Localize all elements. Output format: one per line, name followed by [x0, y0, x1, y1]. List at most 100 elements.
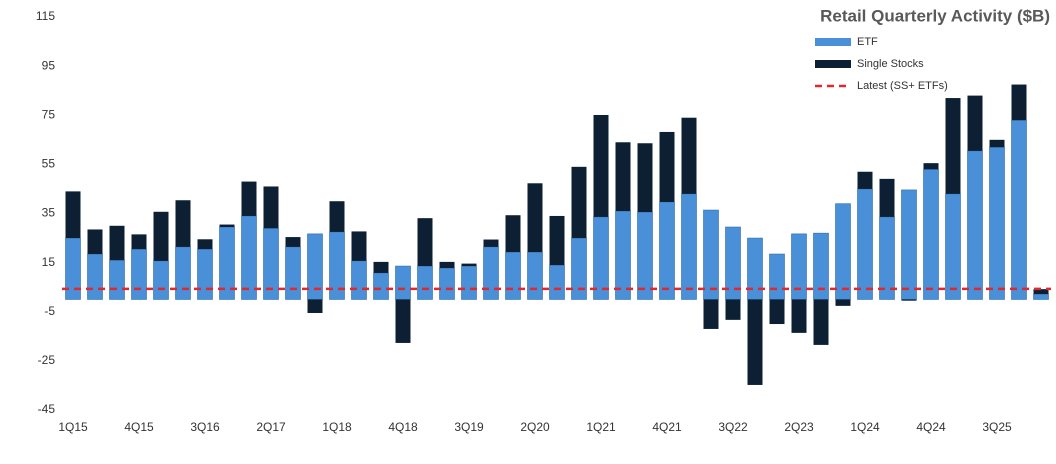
y-tick-label: 55	[42, 157, 56, 171]
bar-segment	[945, 193, 961, 300]
x-tick-label: 4Q15	[124, 420, 154, 434]
legend-swatch	[815, 60, 851, 68]
bar-segment	[879, 178, 895, 217]
bar-segment	[857, 188, 873, 300]
x-tick-label: 2Q23	[784, 420, 814, 434]
bar-segment	[263, 227, 279, 300]
bar-segment	[549, 215, 565, 266]
bar-segment	[703, 209, 719, 300]
bar-segment	[329, 201, 345, 232]
bar-segment	[923, 168, 939, 300]
bar-segment	[219, 224, 235, 228]
legend-label: Single Stocks	[857, 58, 924, 70]
bar-segment	[681, 193, 697, 300]
bar-segment	[989, 139, 1005, 148]
x-tick-label: 4Q18	[388, 420, 418, 434]
bar-segment	[153, 260, 169, 300]
bar-segment	[395, 299, 411, 343]
x-tick-label: 1Q24	[850, 420, 880, 434]
x-tick-label: 4Q24	[916, 420, 946, 434]
x-tick-label: 2Q17	[256, 420, 286, 434]
legend-label: Latest (SS+ ETFs)	[857, 80, 948, 92]
bar-segment	[483, 246, 499, 300]
bar-segment	[109, 259, 125, 300]
bar-segment	[197, 248, 213, 300]
bar-segment	[307, 299, 323, 313]
y-tick-label: 15	[42, 255, 56, 269]
bar-segment	[417, 265, 433, 300]
bar-segment	[527, 251, 543, 300]
bar-segment	[439, 267, 455, 300]
bar-segment	[637, 211, 653, 300]
x-tick-label: 1Q21	[586, 420, 616, 434]
bar-segment	[769, 253, 785, 300]
chart-title: Retail Quarterly Activity ($B)	[820, 6, 1050, 25]
bar-segment	[1033, 289, 1049, 295]
y-tick-label: 35	[42, 206, 56, 220]
legend-swatch	[815, 38, 851, 46]
bar-segment	[65, 237, 81, 300]
x-tick-label: 3Q16	[190, 420, 220, 434]
x-tick-label: 4Q21	[652, 420, 682, 434]
bar-segment	[857, 171, 873, 189]
bar-segment	[747, 237, 763, 300]
y-tick-label: 115	[36, 9, 55, 23]
bar-segment	[439, 261, 455, 269]
y-tick-label: -5	[44, 304, 55, 318]
bar-segment	[571, 166, 587, 239]
bar-segment	[945, 98, 961, 194]
bar-segment	[703, 299, 719, 329]
bar-segment	[637, 143, 653, 213]
bar-segment	[923, 163, 939, 170]
x-tick-label: 3Q22	[718, 420, 748, 434]
bar-segment	[483, 239, 499, 247]
bar-segment	[505, 251, 521, 300]
bar-segment	[725, 299, 741, 320]
bar-segment	[395, 265, 411, 300]
bar-segment	[1011, 119, 1027, 300]
bar-segment	[527, 183, 543, 253]
bar-segment	[197, 239, 213, 250]
bar-segment	[109, 225, 125, 261]
bar-segment	[593, 216, 609, 300]
y-tick-label: 95	[42, 58, 56, 72]
bar-segment	[549, 264, 565, 300]
bar-segment	[461, 265, 477, 300]
bar-segment	[417, 218, 433, 267]
x-tick-label: 1Q15	[58, 420, 88, 434]
bar-segment	[285, 246, 301, 300]
bar-segment	[615, 210, 631, 300]
bar-segment	[769, 299, 785, 325]
bar-segment	[175, 200, 191, 247]
bar-segment	[131, 234, 147, 250]
bar-segment	[835, 299, 851, 306]
bar-segment	[461, 263, 477, 267]
y-tick-label: -45	[38, 402, 56, 416]
bar-segment	[263, 186, 279, 229]
bar-segment	[615, 142, 631, 212]
bar-segment	[747, 299, 763, 385]
bar-segment	[835, 203, 851, 300]
y-tick-label: -25	[38, 353, 56, 367]
bar-segment	[1011, 84, 1027, 121]
bar-segment	[593, 115, 609, 217]
bar-segment	[373, 261, 389, 273]
bar-segment	[351, 260, 367, 300]
bar-segment	[967, 150, 983, 300]
bar-segment	[175, 246, 191, 300]
bar-segment	[87, 253, 103, 300]
y-tick-label: 75	[42, 107, 56, 121]
bar-segment	[989, 146, 1005, 300]
bar-segment	[901, 299, 917, 301]
bar-segment	[241, 215, 257, 300]
bar-segment	[153, 211, 169, 261]
bar-segment	[681, 117, 697, 194]
x-tick-label: 1Q18	[322, 420, 352, 434]
x-tick-label: 3Q25	[982, 420, 1012, 434]
x-tick-label: 2Q20	[520, 420, 550, 434]
bar-segment	[373, 272, 389, 300]
bar-segment	[813, 299, 829, 345]
bar-segment	[131, 248, 147, 300]
bar-segment	[659, 201, 675, 300]
